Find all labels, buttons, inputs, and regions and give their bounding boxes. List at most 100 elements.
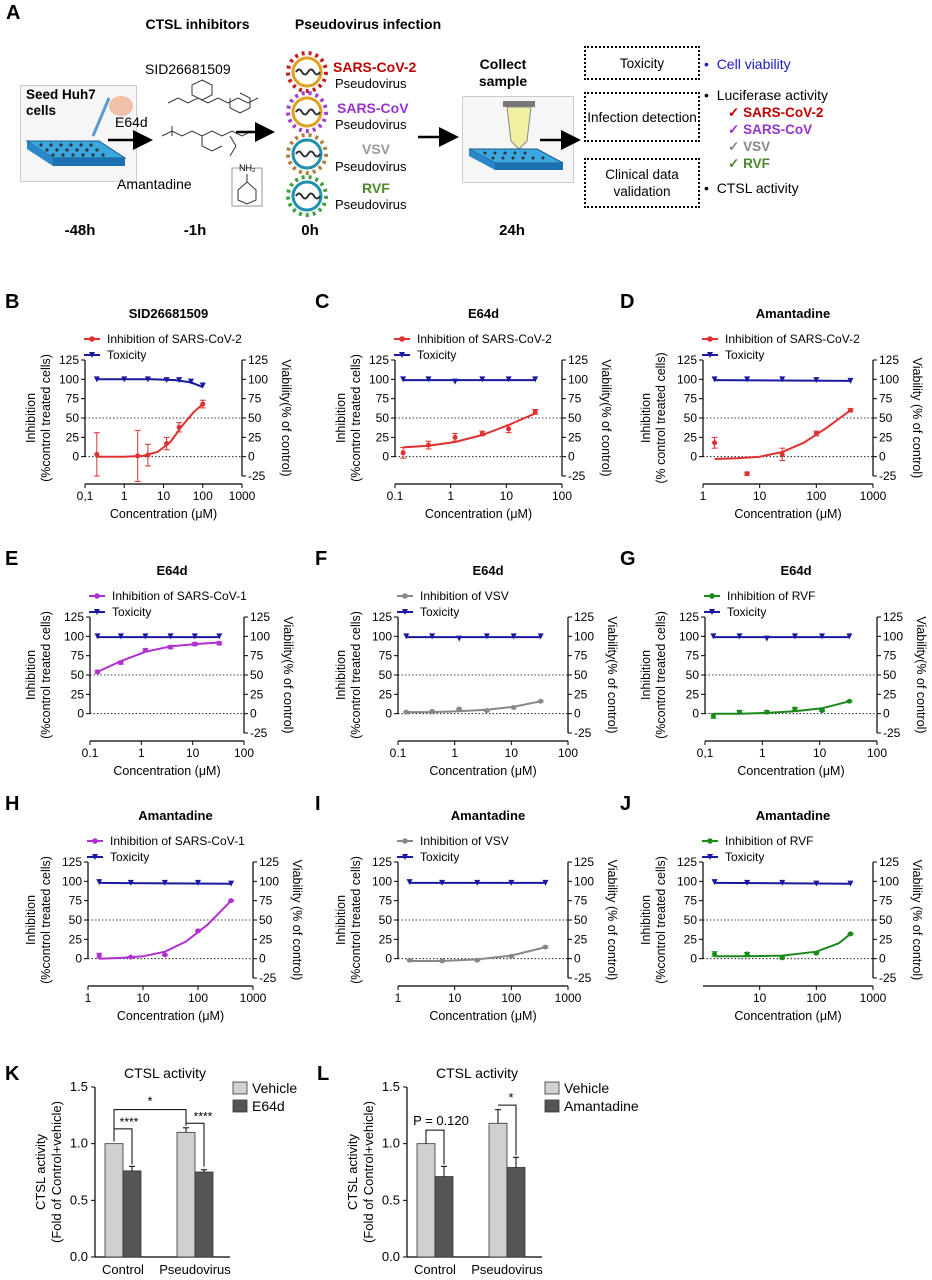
x-tick-label: 100	[193, 489, 213, 503]
y-tick-label: 0.0	[382, 1249, 400, 1264]
y-tick-label-right: 75	[259, 894, 273, 908]
bullet-luciferase: • Luciferase activity	[704, 87, 828, 103]
y-tick-label-left: 25	[66, 430, 80, 444]
y-tick-label-right: -25	[259, 971, 277, 985]
y-tick-label-right: 50	[568, 411, 582, 425]
inhibition-point	[403, 709, 409, 715]
x-category-label: Pseudovirus	[159, 1262, 231, 1277]
y-axis-label-left: Inhibition	[639, 650, 653, 700]
y-tick-label-right: -25	[574, 726, 592, 740]
x-axis-label: Concentration (μM)	[734, 1009, 841, 1023]
bar-vehicle	[104, 1143, 124, 1258]
chart-title: Amantadine	[756, 808, 830, 823]
toxicity-point	[508, 879, 515, 886]
panel-letter-i: I	[315, 793, 321, 815]
toxicity-point	[479, 376, 486, 383]
x-tick-label: 1	[395, 991, 402, 1005]
inhibition-point	[195, 928, 201, 934]
y-tick-label-right: 50	[248, 411, 262, 425]
inhibition-point	[94, 451, 100, 457]
x-tick-label: 1	[700, 489, 707, 503]
inhibition-point	[744, 471, 750, 477]
check-rvf: ✓ RVF	[728, 156, 770, 171]
toxicity-point	[94, 633, 101, 640]
y-tick-label-right: 100	[883, 629, 903, 643]
virus-name-vsv: VSV	[362, 141, 391, 157]
toxicity-box-label: Toxicity	[619, 55, 665, 71]
toxicity-point	[452, 378, 459, 385]
legend-marker-toxicity	[402, 854, 408, 860]
x-axis-label: Concentration (μM)	[110, 507, 217, 521]
toxicity-point	[167, 633, 174, 640]
y-tick-label-left: 125	[64, 610, 84, 624]
y-tick-label-right: 75	[574, 894, 588, 908]
clinical-validation-box: Clinical data validation	[584, 158, 700, 208]
chart-title: Amantadine	[138, 808, 212, 823]
x-axis-label: Concentration (μM)	[429, 764, 536, 778]
inhibition-point	[142, 647, 148, 653]
y-tick-label-right: 50	[574, 668, 588, 682]
virus-name-rvf: RVF	[362, 180, 390, 196]
x-tick-label: 1000	[240, 991, 267, 1005]
toxicity-point	[532, 376, 539, 383]
time-minus1h: -1h	[183, 222, 207, 239]
time-24h: 24h	[499, 222, 525, 239]
toxicity-point	[744, 879, 751, 886]
y-tick-label-right: -25	[883, 726, 901, 740]
x-tick-label: 0,1	[697, 746, 714, 760]
x-tick-label: 1	[451, 746, 458, 760]
time-0h: 0h	[301, 222, 319, 239]
toxicity-curve	[96, 378, 204, 389]
legend-marker-inhibition	[402, 593, 408, 599]
y-tick-label-left: 100	[679, 629, 699, 643]
y-tick-label-right: 0	[574, 952, 581, 966]
pseudovirus-icons	[286, 51, 328, 217]
y-axis-label-left: Inhibition	[639, 393, 653, 443]
y-tick-label-left: 50	[66, 411, 80, 425]
y-tick-label-right: 100	[879, 874, 899, 888]
legend-marker-inhibition	[709, 593, 715, 599]
legend-marker-inhibition	[707, 336, 713, 342]
legend-marker-toxicity	[709, 609, 715, 615]
y-tick-label-left: 0	[77, 707, 84, 721]
toxicity-point	[176, 377, 183, 384]
y-tick-label-right: 75	[250, 649, 264, 663]
infection-detection-label: Infection detection	[587, 109, 697, 125]
legend-label-inhibition: Inhibition of RVF	[725, 834, 814, 848]
legend-label-inhibition: Inhibition of SARS-CoV-2	[417, 332, 552, 346]
x-tick-label: 10	[753, 991, 767, 1005]
y-tick-label-left: 0	[385, 707, 392, 721]
y-tick-label-right: 25	[574, 932, 588, 946]
y-tick-label-right: 75	[879, 894, 893, 908]
toxicity-point	[161, 879, 168, 886]
y-axis-label-left: Inhibition	[334, 895, 348, 945]
legend-marker-toxicity	[399, 352, 405, 358]
infection-detection-box: Infection detection	[584, 92, 700, 142]
y-axis-label-left-sub: (%control treated cells)	[39, 354, 53, 482]
y-tick-label: 0.0	[70, 1249, 88, 1264]
x-tick-label: 1000	[229, 489, 256, 503]
toxicity-point	[93, 376, 100, 383]
check-sars: ✓ SARS-CoV	[728, 122, 813, 137]
inhibition-point	[737, 709, 743, 715]
y-tick-label-right: 0	[250, 707, 257, 721]
x-tick-label: 100	[806, 489, 826, 503]
x-tick-label: 0.1	[387, 489, 404, 503]
legend-label-toxicity: Toxicity	[725, 850, 764, 864]
toxicity-point	[191, 633, 198, 640]
toxicity-point	[474, 879, 481, 886]
inhibition-point	[819, 708, 825, 714]
inhibition-curve	[96, 403, 204, 458]
x-tick-label: 10	[813, 746, 827, 760]
bar-amantadine	[434, 1176, 454, 1258]
toxicity-point	[439, 879, 446, 886]
x-tick-label: 10	[136, 991, 150, 1005]
workflow-arrows	[108, 122, 581, 150]
toxicity-point	[403, 633, 410, 640]
y-tick-label-left: 0	[690, 952, 697, 966]
y-tick-label-right: 100	[879, 372, 899, 386]
x-tick-label: 100	[552, 489, 572, 503]
inhibition-point	[846, 698, 852, 704]
y-tick-label-right: 125	[248, 353, 268, 367]
y-axis-label-left: Inhibition	[639, 895, 653, 945]
